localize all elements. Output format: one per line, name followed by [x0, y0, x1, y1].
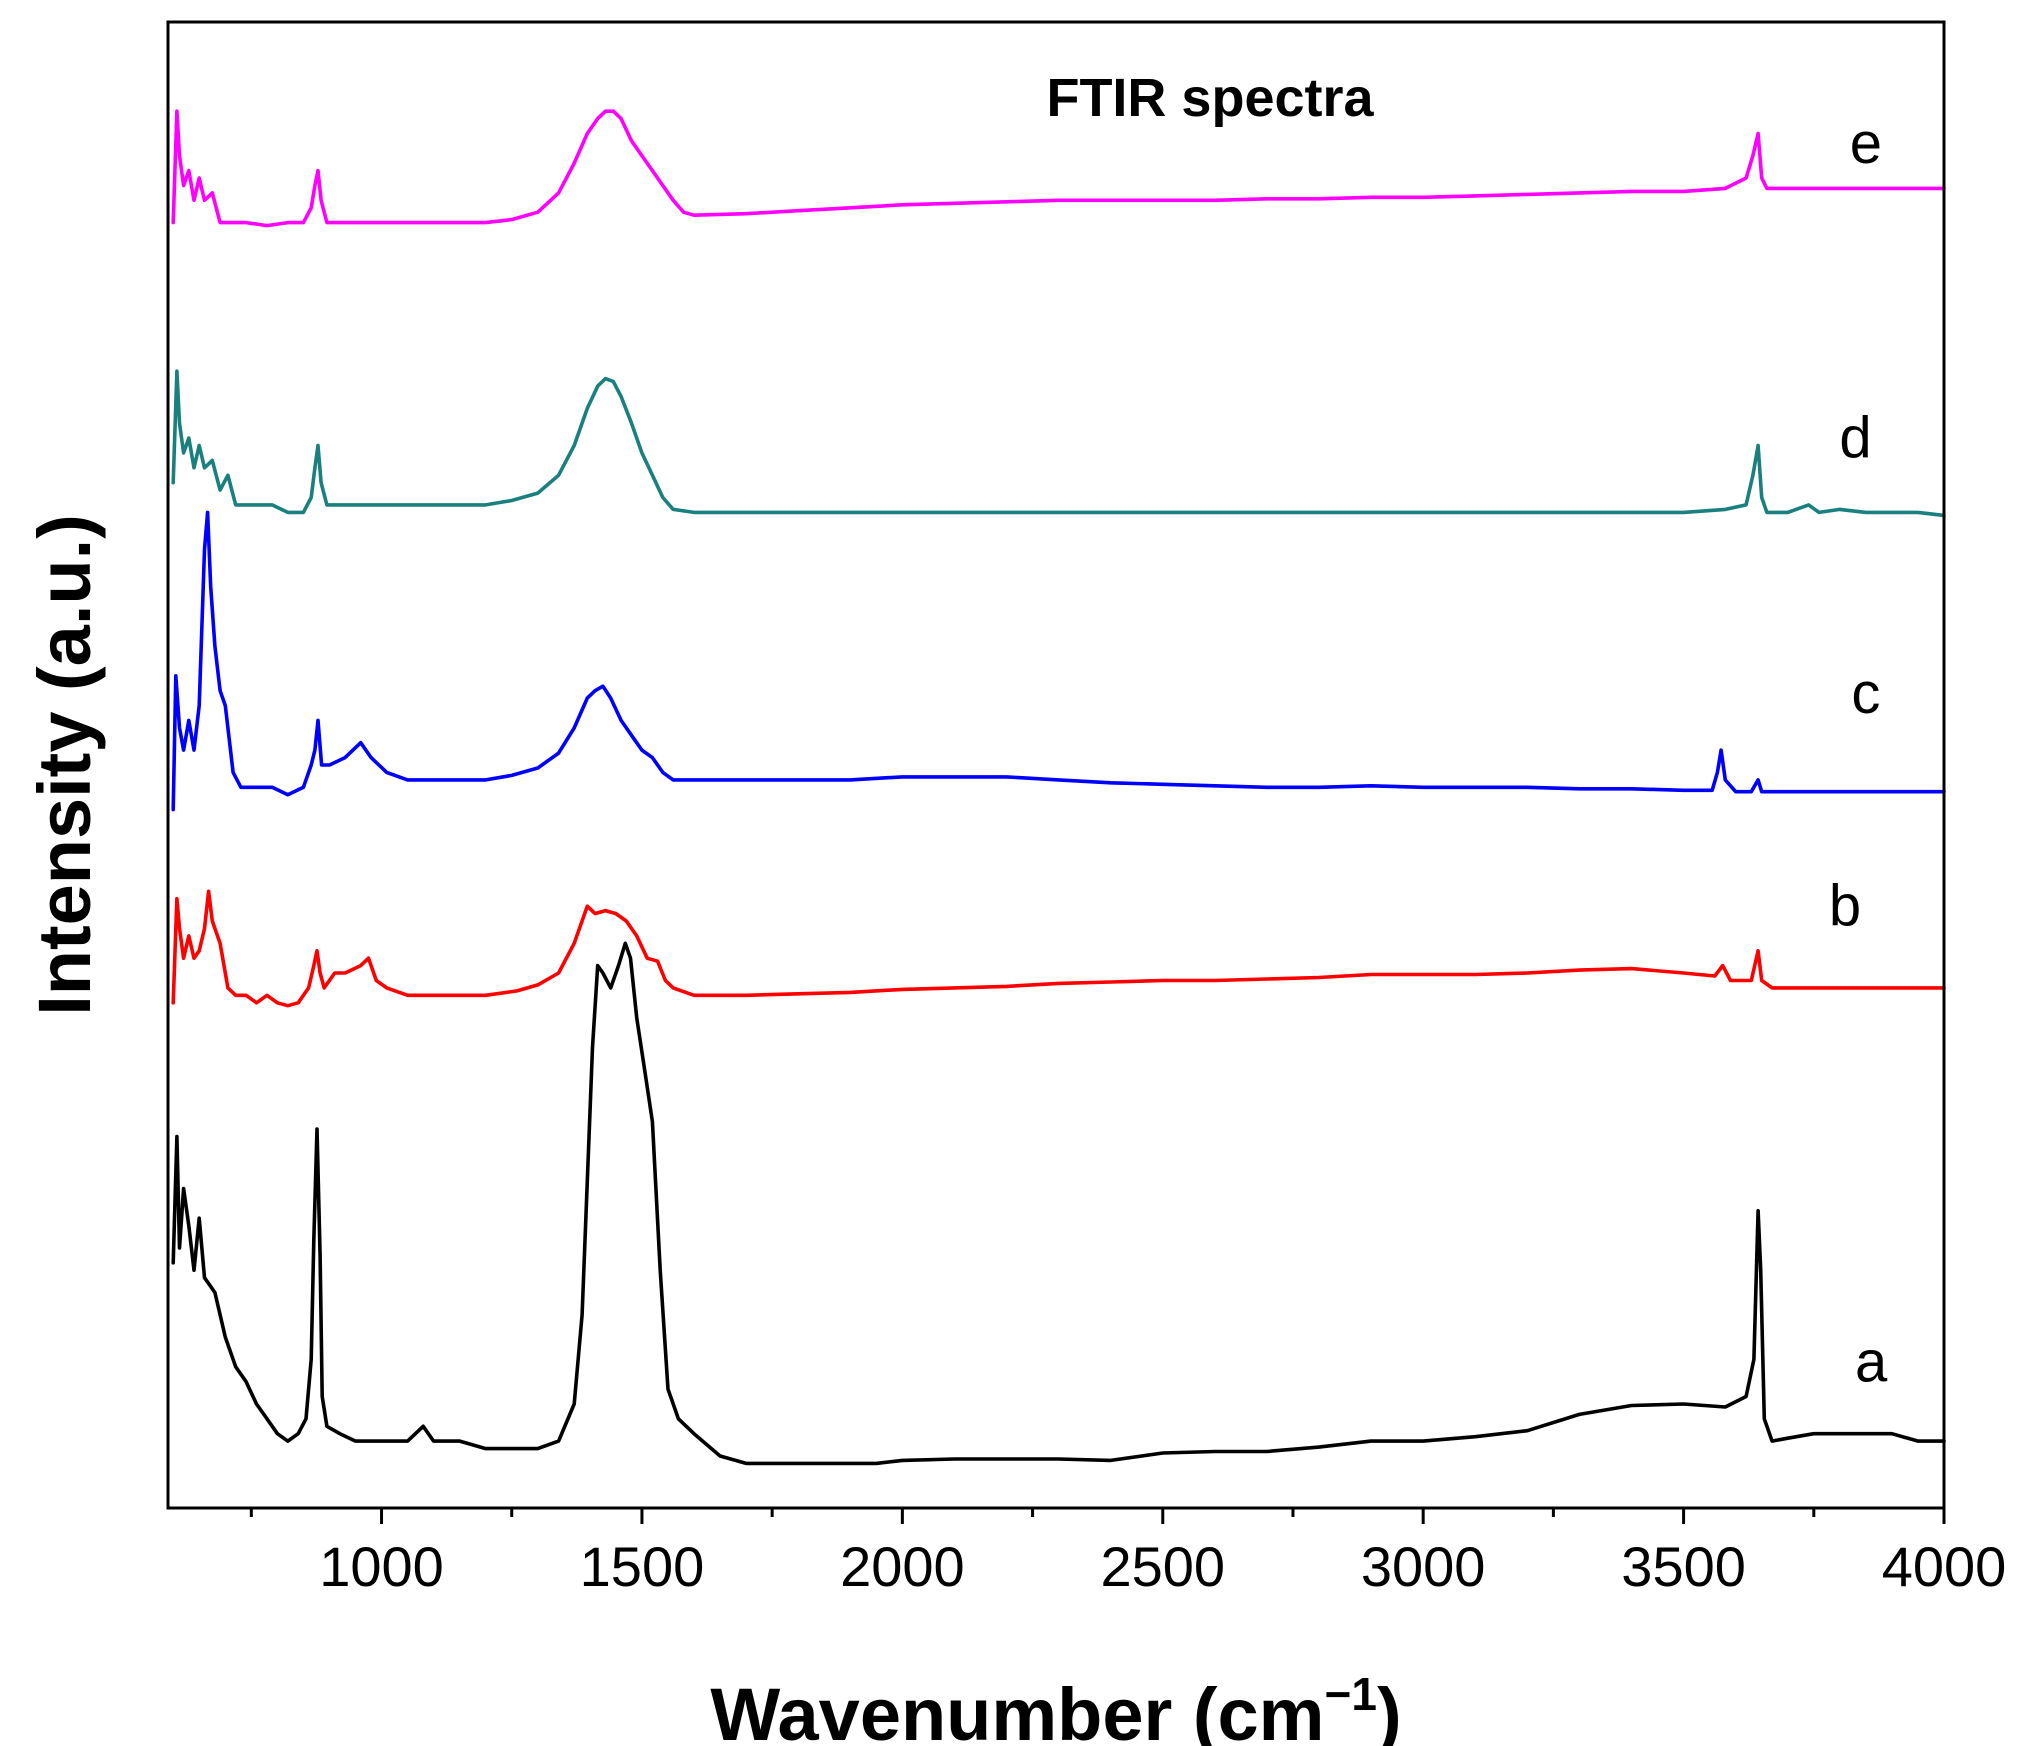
axes — [166, 20, 1946, 1510]
series-line-a — [171, 941, 1946, 1466]
series-label-c: c — [1851, 661, 1880, 726]
series-line-b — [171, 889, 1946, 1008]
series-layer — [171, 109, 1946, 1466]
x-axis-title: Wavenumber (cm−1) — [710, 1668, 1401, 1746]
x-axis-title-close: ) — [1377, 1673, 1402, 1746]
x-tick-label: 4000 — [1882, 1535, 2007, 1598]
x-axis-ticks: 1000 1500 2000 2500 3000 3500 4000 — [249, 1508, 2007, 1598]
chart-title: FTIR spectra — [1046, 68, 1374, 128]
plot-frame — [166, 20, 1946, 1510]
series-labels: a b c d e — [1829, 111, 1888, 1395]
y-axis-title: Intensity (a.u.) — [23, 514, 106, 1016]
series-label-b: b — [1829, 874, 1861, 939]
series-label-a: a — [1855, 1330, 1888, 1395]
x-tick-label: 3000 — [1361, 1535, 1486, 1598]
series-line-c — [171, 510, 1946, 812]
series-line-e — [171, 109, 1946, 228]
x-tick-label: 2000 — [840, 1535, 965, 1598]
x-tick-label: 2500 — [1100, 1535, 1225, 1598]
x-tick-label: 1500 — [580, 1535, 705, 1598]
x-tick-label: 1000 — [319, 1535, 444, 1598]
series-line-d — [171, 369, 1946, 518]
x-axis-title-text: Wavenumber (cm — [710, 1673, 1324, 1746]
series-label-e: e — [1850, 111, 1882, 176]
x-axis-title-superscript: −1 — [1324, 1668, 1376, 1720]
x-tick-label: 3500 — [1621, 1535, 1746, 1598]
series-label-d: d — [1839, 405, 1871, 470]
